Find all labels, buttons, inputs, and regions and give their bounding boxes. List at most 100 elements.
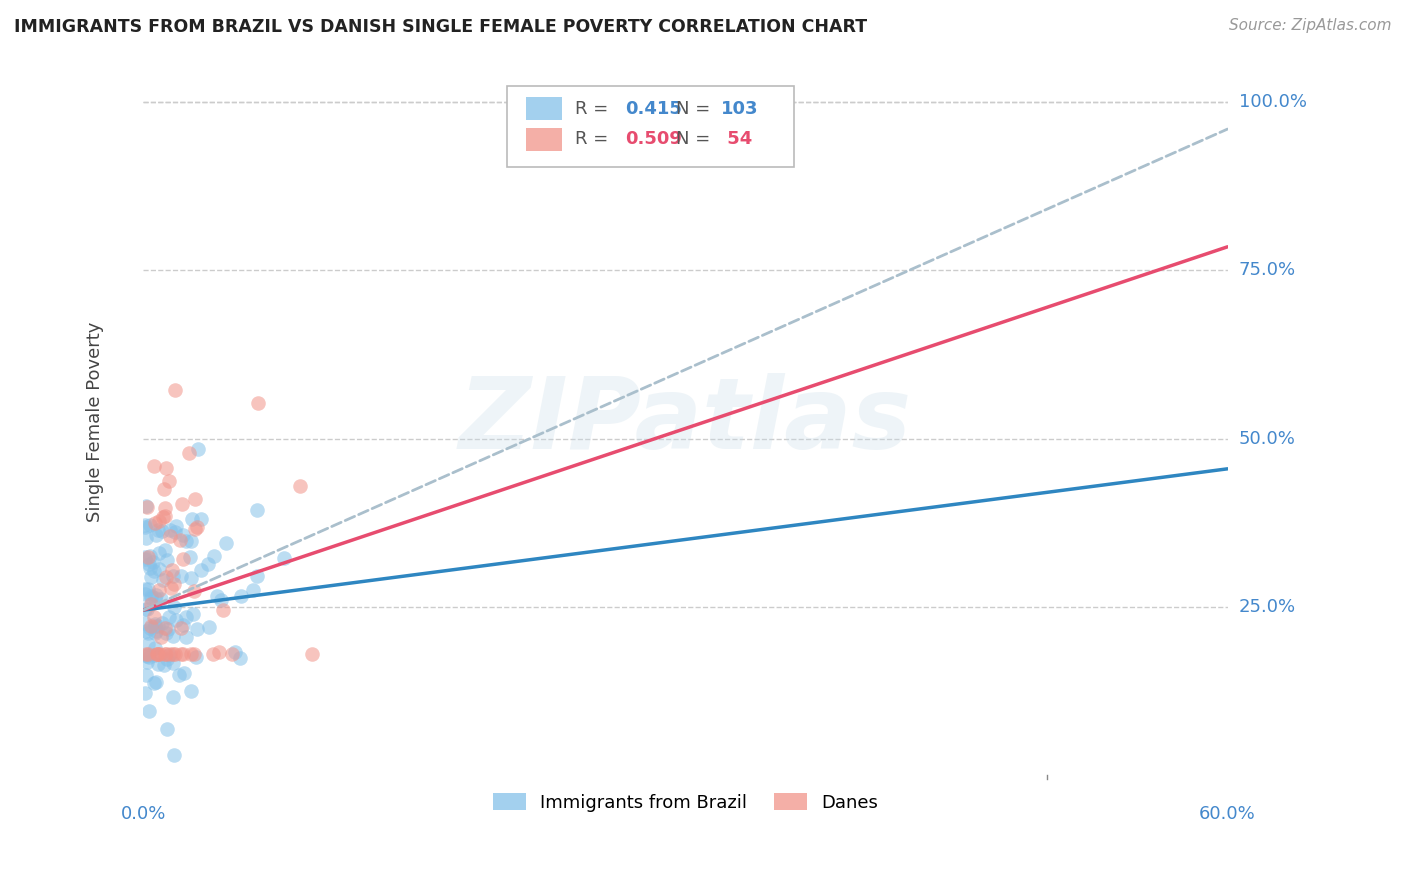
- Point: [202, 549, 225, 564]
- Point: [143, 641, 166, 656]
- Text: 100.0%: 100.0%: [1239, 93, 1306, 112]
- Point: [136, 637, 159, 651]
- Text: IMMIGRANTS FROM BRAZIL VS DANISH SINGLE FEMALE POVERTY CORRELATION CHART: IMMIGRANTS FROM BRAZIL VS DANISH SINGLE …: [14, 18, 868, 36]
- Point: [136, 655, 159, 669]
- Point: [186, 520, 208, 534]
- Point: [134, 549, 156, 564]
- Point: [138, 650, 160, 665]
- Point: [170, 569, 193, 583]
- Point: [173, 666, 195, 681]
- Text: R =: R =: [575, 100, 614, 118]
- Point: [190, 563, 212, 577]
- Point: [134, 615, 156, 630]
- Point: [153, 509, 176, 524]
- Point: [150, 524, 173, 538]
- Point: [224, 644, 246, 658]
- Point: [152, 510, 174, 524]
- Point: [152, 573, 174, 587]
- Text: Single Female Poverty: Single Female Poverty: [86, 321, 104, 522]
- Point: [135, 624, 157, 639]
- Legend: Immigrants from Brazil, Danes: Immigrants from Brazil, Danes: [486, 786, 886, 819]
- Point: [142, 610, 165, 624]
- Point: [180, 684, 202, 698]
- Point: [180, 533, 202, 548]
- Text: R =: R =: [575, 130, 614, 148]
- Point: [242, 582, 264, 597]
- Text: 0.415: 0.415: [624, 100, 682, 118]
- Point: [145, 591, 167, 605]
- Point: [134, 602, 156, 616]
- Point: [162, 577, 184, 591]
- Point: [197, 620, 219, 634]
- Point: [134, 686, 156, 700]
- Point: [143, 619, 166, 633]
- Point: [180, 571, 202, 585]
- Point: [159, 529, 181, 543]
- Point: [201, 647, 224, 661]
- Point: [183, 647, 205, 661]
- Point: [215, 536, 238, 550]
- Point: [145, 624, 167, 638]
- Point: [135, 500, 157, 514]
- Point: [183, 492, 205, 507]
- Point: [145, 648, 167, 663]
- Point: [169, 533, 191, 548]
- Point: [163, 747, 186, 762]
- Text: 75.0%: 75.0%: [1239, 261, 1296, 279]
- Point: [145, 588, 167, 602]
- Point: [162, 647, 184, 661]
- Point: [138, 558, 160, 572]
- Point: [159, 647, 181, 661]
- FancyBboxPatch shape: [526, 97, 562, 120]
- Point: [139, 561, 162, 575]
- Point: [205, 589, 228, 603]
- Point: [136, 582, 159, 596]
- Point: [150, 616, 173, 631]
- Point: [163, 383, 186, 397]
- Point: [135, 667, 157, 681]
- Point: [162, 629, 184, 643]
- Point: [139, 589, 162, 603]
- Text: N =: N =: [676, 130, 716, 148]
- Point: [180, 647, 202, 661]
- Point: [143, 625, 166, 640]
- Point: [142, 458, 165, 473]
- Point: [156, 622, 179, 636]
- Point: [155, 621, 177, 635]
- Point: [139, 619, 162, 633]
- Point: [148, 647, 170, 661]
- Point: [159, 523, 181, 537]
- Point: [174, 534, 197, 549]
- Point: [172, 617, 194, 632]
- Text: 54: 54: [721, 130, 752, 148]
- Point: [156, 652, 179, 666]
- Point: [183, 583, 205, 598]
- Point: [155, 543, 177, 558]
- Point: [184, 649, 207, 664]
- Point: [155, 625, 177, 640]
- Point: [143, 617, 166, 632]
- FancyBboxPatch shape: [506, 87, 794, 168]
- Point: [150, 591, 173, 606]
- Point: [273, 551, 295, 566]
- Point: [162, 569, 184, 583]
- Point: [301, 647, 323, 661]
- Point: [165, 518, 187, 533]
- Point: [207, 645, 229, 659]
- Point: [229, 650, 252, 665]
- Point: [179, 446, 201, 460]
- Point: [145, 528, 167, 542]
- Point: [246, 503, 269, 517]
- Point: [209, 593, 232, 607]
- Point: [190, 512, 212, 526]
- Point: [170, 647, 193, 661]
- Point: [156, 553, 179, 567]
- Point: [148, 618, 170, 632]
- Point: [141, 597, 163, 611]
- Point: [136, 649, 159, 664]
- Point: [180, 512, 202, 526]
- Point: [153, 658, 176, 673]
- Point: [146, 523, 169, 537]
- Point: [186, 622, 208, 636]
- Point: [142, 675, 165, 690]
